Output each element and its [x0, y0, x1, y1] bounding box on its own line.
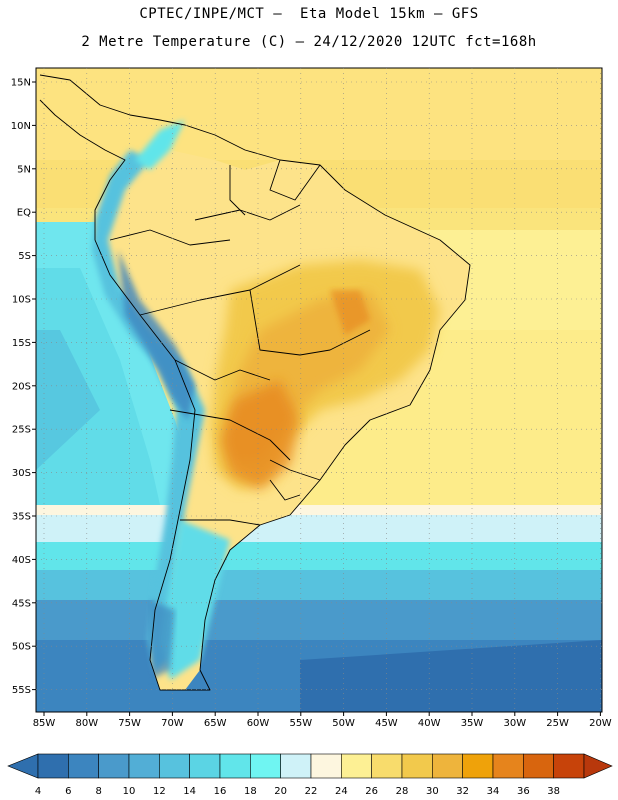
- lat-tick-label: 15N: [11, 78, 31, 89]
- lat-tick-label: 40S: [12, 555, 31, 566]
- lat-tick-label: 10N: [11, 121, 31, 132]
- colorbar-label: 30: [426, 786, 439, 797]
- lat-tick-label: 25S: [12, 425, 31, 436]
- colorbar-swatch: [189, 753, 221, 779]
- colorbar-swatch: [341, 753, 372, 779]
- colorbar-label: 10: [123, 786, 136, 797]
- lon-tick-label: 60W: [247, 718, 270, 729]
- lon-tick-label: 80W: [75, 718, 98, 729]
- lat-tick-label: 15S: [12, 338, 31, 349]
- colorbar-label: 16: [214, 786, 227, 797]
- map-subtitle: 2 Metre Temperature (C) – 24/12/2020 12U…: [81, 34, 537, 50]
- colorbar-left-arrow: [7, 753, 39, 779]
- lon-tick-label: 85W: [33, 718, 56, 729]
- map-frame: [35, 67, 603, 713]
- colorbar-label: 38: [547, 786, 560, 797]
- colorbar-swatch: [250, 753, 281, 779]
- lat-tick-label: 5N: [17, 164, 31, 175]
- lat-tick-label: 55S: [12, 685, 31, 696]
- colorbar-right-arrow: [583, 753, 613, 779]
- colorbar-swatch: [280, 753, 312, 779]
- colorbar-label: 4: [35, 786, 41, 797]
- lon-tick-label: 75W: [118, 718, 141, 729]
- map-title: CPTEC/INPE/MCT – Eta Model 15km – GFS: [139, 6, 479, 22]
- colorbar-swatch: [462, 753, 494, 779]
- colorbar-swatch: [401, 753, 433, 779]
- colorbar-swatch: [98, 753, 130, 779]
- colorbar-swatch: [37, 753, 69, 779]
- lon-tick-label: 55W: [289, 718, 312, 729]
- colorbar-label: 6: [65, 786, 71, 797]
- lat-tick-label: 30S: [12, 468, 31, 479]
- colorbar-label: 22: [305, 786, 318, 797]
- lat-tick-label: EQ: [17, 208, 31, 219]
- colorbar-swatch: [553, 753, 585, 779]
- colorbar-swatch: [523, 753, 554, 779]
- lon-tick-label: 35W: [461, 718, 484, 729]
- lon-tick-label: 70W: [161, 718, 184, 729]
- colorbar-label: 28: [396, 786, 409, 797]
- colorbar-label: 12: [153, 786, 166, 797]
- colorbar-swatch: [159, 753, 190, 779]
- colorbar-label: 34: [487, 786, 500, 797]
- colorbar-label: 14: [183, 786, 196, 797]
- lat-tick-label: 45S: [12, 598, 31, 609]
- lon-tick-label: 40W: [418, 718, 441, 729]
- colorbar-swatch: [219, 753, 251, 779]
- colorbar-label: 20: [274, 786, 287, 797]
- lon-tick-label: 20W: [589, 718, 612, 729]
- colorbar-label: 32: [456, 786, 469, 797]
- longitude-axis: 85W 80W 75W 70W 65W 60W 55W 50W 45W 40W 35W 30W 25W 2…: [33, 712, 612, 729]
- lon-tick-label: 65W: [204, 718, 227, 729]
- colorbar-label: 18: [244, 786, 257, 797]
- colorbar-swatch: [68, 753, 99, 779]
- lon-tick-label: 45W: [375, 718, 398, 729]
- lon-tick-label: 25W: [546, 718, 569, 729]
- latitude-axis: 15N 10N 5N EQ 5S 10S 15S 20S 25S 30S 35S 40S 45S 50S 5…: [11, 78, 36, 696]
- colorbar-label: 24: [335, 786, 348, 797]
- colorbar-swatch: [492, 753, 524, 779]
- lon-tick-label: 50W: [332, 718, 355, 729]
- lat-tick-label: 35S: [12, 512, 31, 523]
- lon-tick-label: 30W: [503, 718, 526, 729]
- lat-tick-label: 5S: [18, 251, 31, 262]
- lat-tick-label: 50S: [12, 642, 31, 653]
- colorbar-label: 26: [365, 786, 378, 797]
- colorbar-label: 8: [95, 786, 101, 797]
- colorbar-label: 36: [517, 786, 530, 797]
- colorbar-swatch: [310, 753, 342, 779]
- lat-tick-label: 20S: [12, 381, 31, 392]
- colorbar: 4 6 8 10 12 14 16 18 20 22 24 26 28 30 32 34 36 38: [7, 753, 613, 797]
- colorbar-swatch: [432, 753, 463, 779]
- lat-tick-label: 10S: [12, 295, 31, 306]
- colorbar-swatch: [128, 753, 160, 779]
- colorbar-swatch: [371, 753, 403, 779]
